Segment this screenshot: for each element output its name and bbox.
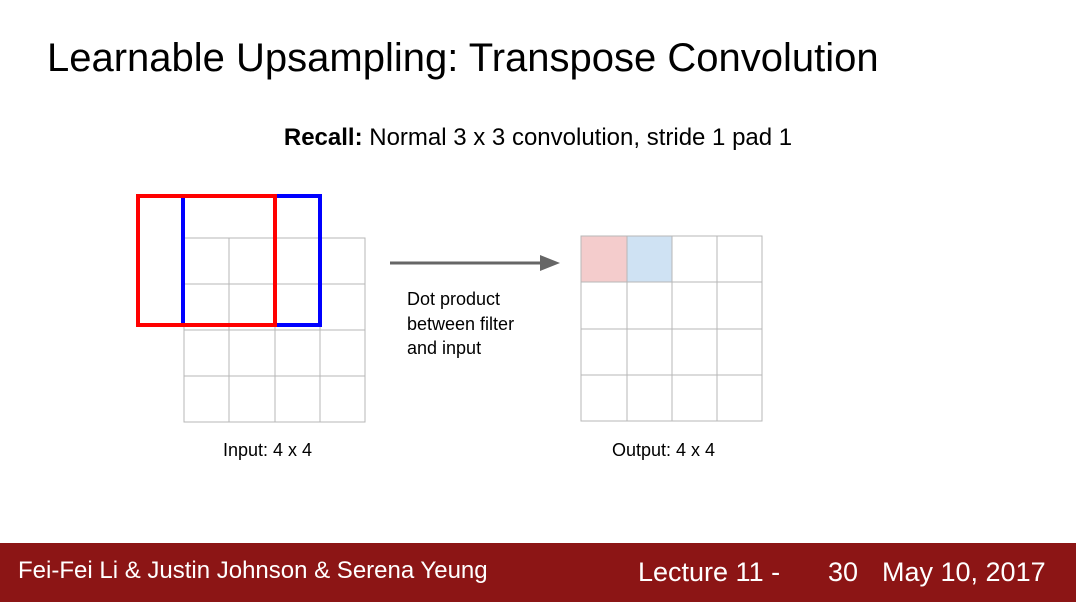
output-grid: [580, 235, 763, 422]
red-filter-window: [136, 194, 277, 327]
slide-title: Learnable Upsampling: Transpose Convolut…: [47, 36, 879, 80]
subtitle-rest: Normal 3 x 3 convolution, stride 1 pad 1: [362, 124, 793, 151]
footer-page-number: 30: [828, 557, 859, 587]
output-caption: Output: 4 x 4: [612, 440, 716, 460]
blue-filter-window: [181, 194, 322, 327]
output-cell-blue: [627, 236, 672, 282]
output-cell-red: [581, 236, 627, 282]
footer-authors: Fei-Fei Li & Justin Johnson & Serena Yeu…: [18, 557, 488, 584]
subtitle-bold: Recall:: [283, 124, 363, 151]
note-line: Dot product: [407, 289, 501, 309]
right-arrow-icon: [390, 255, 560, 271]
dot-product-note: Dot product between filter and input: [407, 287, 514, 361]
convolution-diagram: [136, 194, 763, 423]
footer-bar: Fei-Fei Li & Justin Johnson & Serena Yeu…: [0, 543, 1076, 602]
footer-date: May 10, 2017: [882, 557, 1046, 587]
footer-lecture: Lecture 11 -: [638, 557, 781, 587]
input-caption: Input: 4 x 4: [223, 440, 313, 460]
note-line: between filter: [407, 313, 515, 334]
note-line: and input: [407, 338, 482, 358]
slide-subtitle: Recall: Normal 3 x 3 convolution, stride…: [0, 124, 1076, 152]
